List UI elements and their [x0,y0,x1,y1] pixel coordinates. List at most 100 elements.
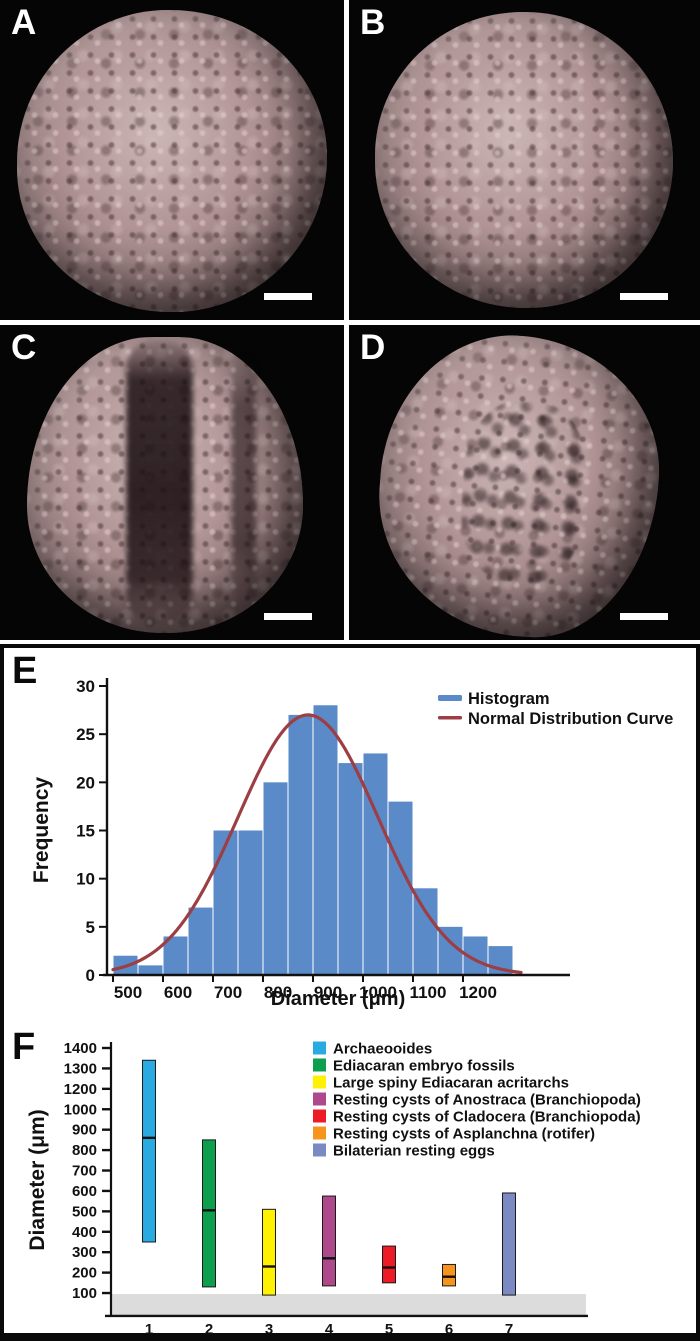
category-label: 6 [445,1321,453,1338]
range-bar [382,1245,396,1284]
legend-swatch [313,1143,326,1157]
legend-label: Resting cysts of Asplanchna (rotifer) [333,1126,595,1143]
range-bar [262,1208,276,1296]
panel-c-label: C [11,328,37,367]
category-label: 4 [325,1321,334,1338]
legend-swatch [313,1041,326,1055]
scale-bar [264,293,312,300]
range-bar [502,1192,516,1296]
fossil-render-b [375,12,673,308]
panel-a: A [0,0,344,320]
y-tick-label: 0 [86,966,95,985]
x-tick-label: 500 [114,983,142,1002]
legend-swatch [438,716,462,720]
x-tick-label: 900 [314,983,342,1002]
y-axis-title: Frequency [30,777,53,884]
panel-b-label: B [360,3,386,42]
y-tick-label: 900 [72,1122,97,1139]
histogram-bar [413,888,438,975]
y-tick-label: 30 [76,677,95,696]
y-tick-label: 1000 [64,1101,97,1118]
panel-f-range-chart: 1400 1300 1200 1000 900 800 700 600 500 400 300 200… [26,1040,641,1338]
panel-d-label: D [360,328,386,367]
fossil-panels-grid: A B C D [0,0,700,640]
y-tick-label: 800 [72,1142,97,1159]
histogram-bar [388,801,413,975]
range-bar [202,1139,216,1288]
histogram-bar [238,830,263,975]
legend-swatch [313,1109,326,1123]
legend-label: Bilaterian resting eggs [333,1143,495,1160]
legend-swatch [313,1126,326,1140]
histogram-bar [363,753,388,975]
y-tick-label: 500 [72,1203,97,1220]
range-bar [322,1195,336,1287]
fossil-pits [456,398,592,587]
fossil-furrow [126,339,193,625]
legend-label: Archaeooides [333,1041,432,1058]
scale-bar [620,613,668,620]
normal-distribution-curve [111,713,523,975]
legend-label: Resting cysts of Anostraca (Branchiopoda… [333,1092,641,1109]
y-tick-label: 300 [72,1244,97,1261]
y-tick-label: 25 [76,725,95,744]
legend-swatch [313,1075,326,1089]
category-label: 3 [265,1321,273,1338]
x-axis-title: Diameter (μm) [271,988,406,1010]
legend-label: Large spiny Ediacaran acritarchs [333,1075,569,1092]
scale-bar [264,613,312,620]
y-tick-label: 1400 [64,1040,97,1057]
y-tick-label: 1200 [64,1081,97,1098]
y-tick-label: 200 [72,1265,97,1282]
category-label: 7 [505,1321,513,1338]
histogram-bar [338,763,363,975]
y-tick-label: 600 [72,1183,97,1200]
shaded-band [111,1294,586,1316]
panel-d: D [349,325,700,640]
panel-b: B [349,0,700,320]
fossil-render-d [369,326,669,640]
y-tick-label: 700 [72,1163,97,1180]
legend-label: Histogram [468,690,550,708]
fossil-furrow-secondary [231,354,257,610]
category-label: 2 [205,1321,213,1338]
x-tick-label: 800 [264,983,292,1002]
y-tick-label: 400 [72,1224,97,1241]
scale-bar [620,293,668,300]
panel-e-label: E [12,650,38,692]
y-tick-label: 1300 [64,1060,97,1077]
x-tick-label: 700 [214,983,242,1002]
fossil-render-a [17,10,327,312]
y-axis-title: Diameter (μm) [26,1109,49,1250]
category-label: 1 [145,1321,153,1338]
x-tick-label: 1200 [459,983,497,1002]
histogram-bar [188,907,213,975]
histogram-bar [288,714,313,975]
histogram-bar [213,830,238,975]
y-tick-label: 20 [76,773,95,792]
legend-label: Ediacaran embryo fossils [333,1058,515,1075]
x-tick-label: 1100 [410,983,447,1002]
x-tick-label: 1000 [359,983,397,1002]
histogram-bar [163,936,188,975]
panel-a-label: A [11,3,37,42]
legend-swatch [313,1058,326,1072]
panel-f-label: F [12,1026,36,1068]
category-label: 5 [385,1321,393,1338]
histogram-bar [313,705,338,975]
y-tick-label: 5 [86,918,95,937]
legend-swatch [438,695,462,701]
legend-swatch [313,1092,326,1106]
y-tick-label: 15 [76,822,95,841]
fossil-render-c [27,337,303,633]
histogram-bar [138,965,163,975]
histogram-bar [263,782,288,975]
y-tick-label: 100 [72,1285,97,1302]
panel-c: C [0,325,344,640]
legend-label: Resting cysts of Cladocera (Branchiopoda… [333,1109,641,1126]
legend-label: Normal Distribution Curve [468,710,673,728]
range-bar [142,1059,156,1243]
range-bar [442,1263,456,1287]
panel-e-histogram-chart: 0 5 10 15 20 25 30 500 600 700 800 900 1000 1100 1200 F… [30,677,673,1010]
